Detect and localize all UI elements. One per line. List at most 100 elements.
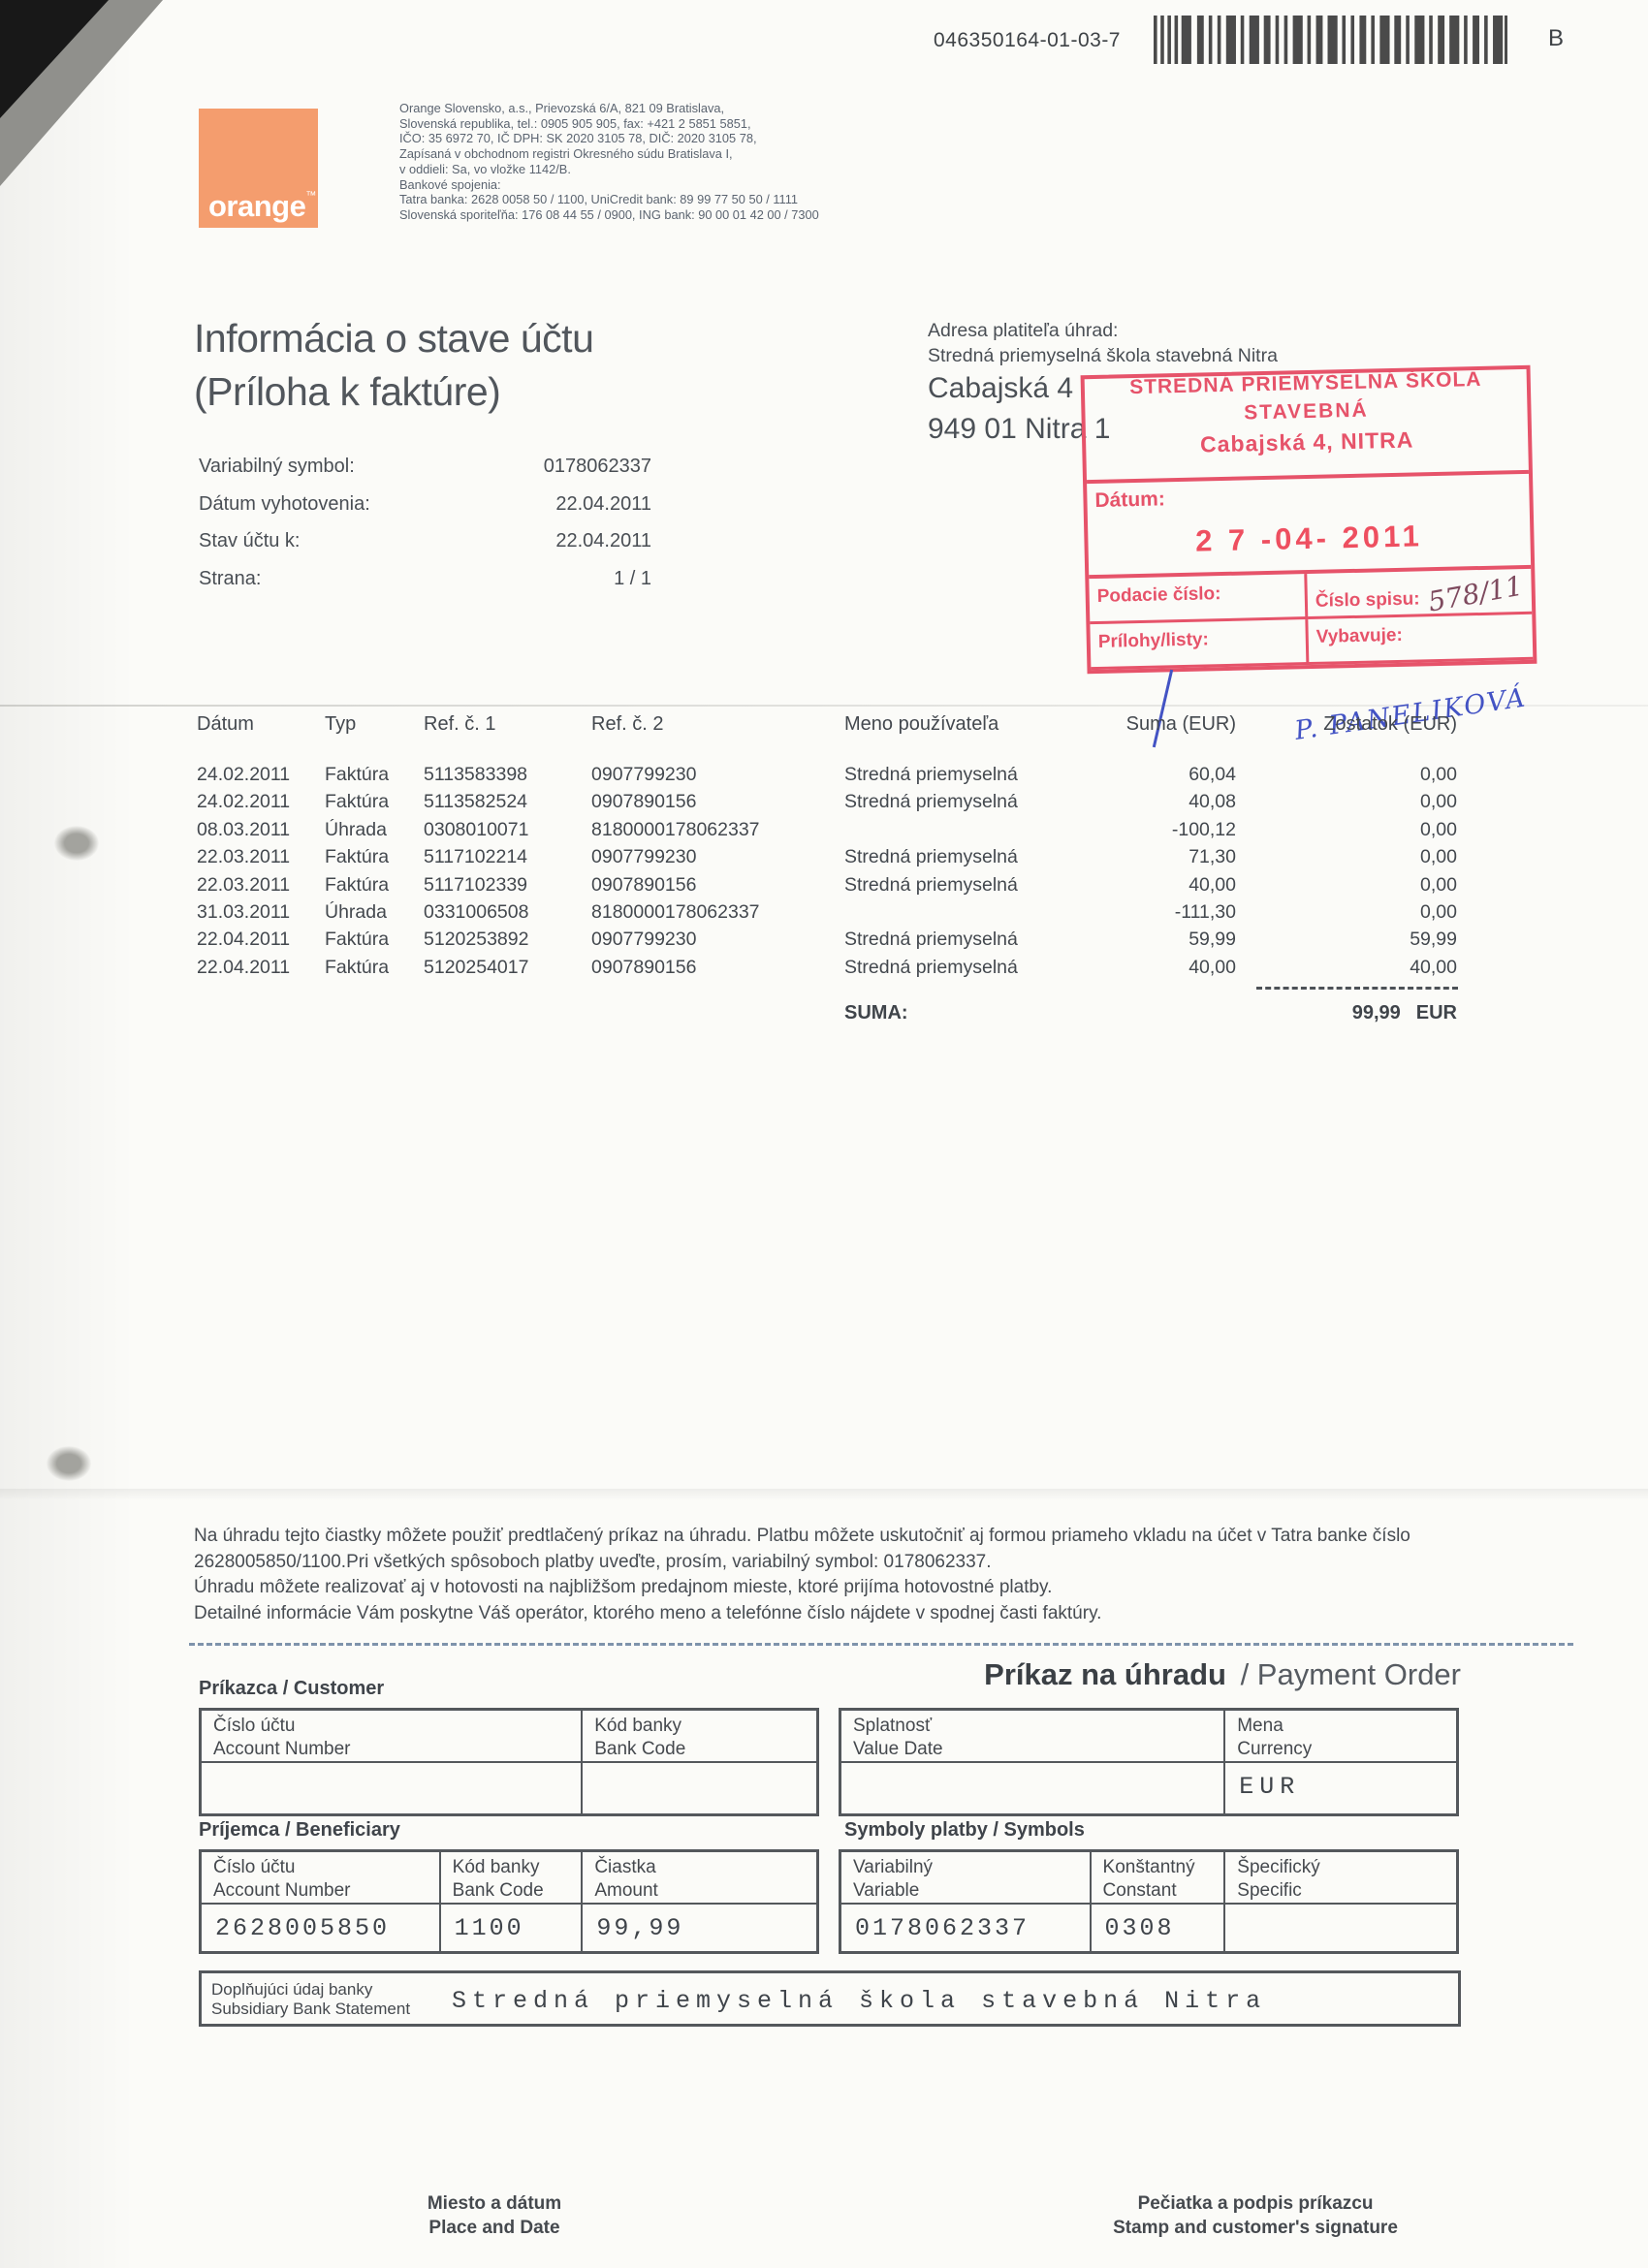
label-sk: Špecifický (1237, 1857, 1320, 1877)
punch-hole (54, 826, 99, 861)
page-title-line1: Informácia o stave účtu (194, 316, 594, 361)
subsidiary-value: Stredná priemyselná škola stavebná Nitra (452, 1987, 1267, 2015)
box-values: 2628005850 1100 99,99 (202, 1905, 816, 1952)
box-header: Variabilný Variable Konštantný Constant … (841, 1852, 1456, 1905)
address-city: 949 01 Nitra 1 (928, 413, 1111, 445)
cell-date: 22.04.2011 (197, 929, 291, 951)
beneficiary-bank-value: 1100 (438, 1905, 582, 1952)
stamp-field-vybavuje: Vybavuje: (1308, 614, 1534, 666)
label-sk: Konštantný (1102, 1857, 1195, 1877)
cell-amount: 40,08 (1188, 791, 1236, 813)
label-en: Amount (594, 1879, 658, 1901)
cell-ref1: 5113582524 (424, 791, 528, 813)
cell-date: 22.03.2011 (197, 873, 291, 896)
label-sk: Variabilný (853, 1857, 934, 1877)
barcode-number: 046350164-01-03-7 (934, 29, 1121, 51)
company-info-line: Orange Slovensko, a.s., Prievozská 6/A, … (399, 101, 725, 115)
label-en: Account Number (213, 1879, 351, 1901)
company-info-line: Slovenská republika, tel.: 0905 905 905,… (399, 115, 751, 131)
stamp-date-label: Dátum: (1094, 488, 1166, 512)
header-user: Meno používateľa (844, 713, 999, 735)
field-value: 22.04.2011 (555, 492, 651, 515)
cell-type: Faktúra (325, 873, 390, 896)
company-info-line: Tatra banka: 2628 0058 50 / 1100, UniCre… (399, 192, 798, 207)
header-ref2: Ref. č. 2 (591, 713, 664, 735)
address-heading: Adresa platiteľa úhrad: (928, 320, 1119, 341)
table-row: 24.02.2011 Faktúra 5113583398 0907799230… (197, 764, 1457, 791)
box-header: Číslo účtu Account Number Kód banky Bank… (202, 1852, 816, 1905)
company-info-line: Zapísaná v obchodnom registri Okresného … (399, 146, 733, 162)
label-sk: Doplňujúci údaj banky (211, 1980, 373, 1999)
cell-user: Stredná priemyselná (844, 764, 1018, 785)
cell-user: Stredná priemyselná (844, 791, 1018, 813)
place-label-en: Place and Date (428, 2217, 560, 2238)
cell-ref2: 0907799230 (591, 764, 697, 785)
cell-user: Stredná priemyselná (844, 846, 1018, 868)
paper-crease (0, 705, 1648, 707)
cell-type: Úhrada (325, 818, 387, 840)
barcode-letter: B (1548, 25, 1565, 51)
cell-date: 24.02.2011 (197, 791, 291, 813)
place-label-sk: Miesto a dátum (427, 2193, 562, 2214)
label-en: Account Number (213, 1738, 351, 1759)
cell-type: Úhrada (325, 900, 387, 923)
customer-account-value (202, 1763, 581, 1814)
stamp-header: STREDNÁ PRIEMYSELNÁ ŠKOLA STAVEBNÁ Cabaj… (1084, 368, 1529, 485)
orange-logo-text: orange™ (208, 189, 316, 224)
cell-user: Stredná priemyselná (844, 873, 1018, 896)
constant-symbol-label: Konštantný Constant (1089, 1852, 1224, 1903)
field-label: Stav účtu k: (199, 530, 301, 551)
currency-value: EUR (1223, 1763, 1456, 1814)
address-street: Cabajská 4 (928, 372, 1074, 404)
info-row: Strana: 1 / 1 (199, 568, 654, 606)
logo-word: orange (208, 189, 306, 223)
subsidiary-statement-box: Doplňujúci údaj banky Subsidiary Bank St… (199, 1970, 1461, 2027)
cell-ref2: 8180000178062337 (591, 818, 760, 840)
cell-date: 08.03.2011 (197, 818, 291, 840)
cell-ref1: 0331006508 (424, 900, 529, 923)
bank-code-label: Kód banky Bank Code (438, 1852, 582, 1903)
handwritten-file-number: 578/11 (1425, 569, 1526, 618)
amount-label: Čiastka Amount (581, 1852, 816, 1903)
cell-amount: -111,30 (1174, 900, 1236, 923)
table-row: 22.03.2011 Faktúra 5117102214 0907799230… (197, 846, 1457, 873)
company-info-line: v oddieli: Sa, vo vložke 1142/B. (399, 161, 571, 176)
total-currency: EUR (1415, 1002, 1457, 1024)
payment-order-title-sk: Príkaz na úhradu (984, 1657, 1226, 1691)
account-number-label: Číslo účtu Account Number (202, 1711, 581, 1761)
payment-note-line: 2628005850/1100.Pri všetkých spôsoboch p… (194, 1551, 992, 1572)
payment-note-line: Detailné informácie Vám poskytne Váš ope… (194, 1602, 1102, 1623)
table-row: 24.02.2011 Faktúra 5113582524 0907890156… (197, 791, 1457, 818)
table-row: 31.03.2011 Úhrada 0331006508 81800001780… (197, 901, 1457, 929)
cell-ref1: 5117102339 (424, 873, 528, 896)
payment-order-title-en: / Payment Order (1240, 1657, 1461, 1691)
bank-code-label: Kód banky Bank Code (581, 1711, 816, 1761)
cell-amount: 71,30 (1188, 846, 1236, 868)
field-label: Variabilný symbol: (199, 456, 355, 477)
trademark-symbol: ™ (305, 190, 316, 202)
payer-address: Adresa platiteľa úhrad: Stredná priemyse… (928, 318, 1278, 450)
box-header: Číslo účtu Account Number Kód banky Bank… (202, 1711, 816, 1763)
cell-ref2: 8180000178062337 (591, 900, 760, 923)
cell-ref1: 5117102214 (424, 846, 528, 868)
box-values: EUR (841, 1763, 1456, 1814)
header-ref1: Ref. č. 1 (424, 713, 496, 735)
variable-symbol-value: 0178062337 (855, 1914, 1030, 1942)
stamp-date-section: Dátum: 2 7 -04- 2011 (1087, 473, 1532, 580)
total-amount: 99,99 (1351, 1002, 1401, 1024)
field-value: 0178062337 (543, 456, 651, 477)
label-sk: Číslo účtu (213, 1716, 296, 1736)
barcode-icon (1154, 16, 1507, 64)
cut-dashed-line (189, 1643, 1573, 1646)
cell-amount: 60,04 (1188, 764, 1236, 785)
cell-date: 31.03.2011 (197, 900, 291, 923)
cell-type: Faktúra (325, 929, 390, 951)
value-date-value (841, 1763, 1223, 1814)
stamp-label-sk: Pečiatka a podpis príkazcu (1137, 2193, 1374, 2214)
variable-symbol-label: Variabilný Variable (841, 1852, 1090, 1903)
cell-date: 22.04.2011 (197, 956, 291, 978)
label-en: Bank Code (594, 1738, 686, 1759)
cell-type: Faktúra (325, 791, 390, 813)
stamp-field-podacie: Podacie číslo: (1089, 574, 1309, 625)
